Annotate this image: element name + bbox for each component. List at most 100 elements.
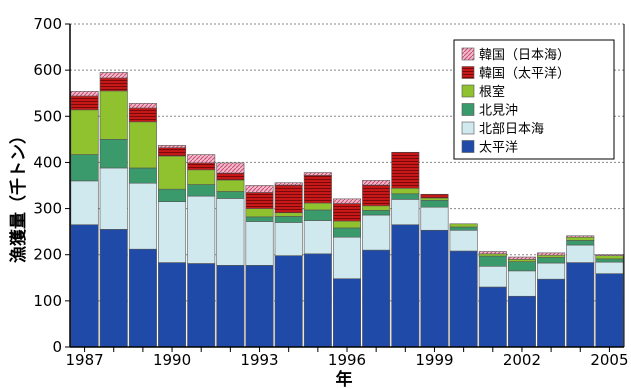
bar-2002-s0 bbox=[507, 295, 536, 348]
bar-1998-s0 bbox=[391, 224, 420, 348]
bar-1998-s1 bbox=[391, 199, 420, 226]
bar-2001-s2 bbox=[478, 255, 507, 267]
bar-1987-s1 bbox=[70, 180, 99, 226]
bar-1991-s5 bbox=[187, 154, 216, 164]
legend-entry-5: 太平洋 bbox=[479, 141, 518, 156]
bar-1989-s1 bbox=[128, 182, 157, 250]
bar-1989-s2 bbox=[128, 167, 157, 184]
bar-1998-s2 bbox=[391, 193, 420, 200]
bar-2000-s1 bbox=[449, 229, 478, 252]
y-tick-label-600: 600 bbox=[33, 61, 62, 79]
bar-1994-s4 bbox=[274, 184, 303, 214]
bar-1997-s4 bbox=[362, 184, 391, 207]
y-tick-label-700: 700 bbox=[33, 15, 62, 33]
bar-2003-s0 bbox=[537, 278, 566, 348]
bar-1996-s0 bbox=[332, 278, 362, 348]
bar-1988-s0 bbox=[99, 229, 128, 348]
bar-2000-s2 bbox=[449, 226, 478, 231]
bar-2004-s3 bbox=[566, 236, 595, 241]
bar-1999-s0 bbox=[420, 229, 449, 348]
bar-1988-s1 bbox=[99, 167, 128, 230]
bar-1987-s3 bbox=[70, 109, 99, 155]
y-tick-label-400: 400 bbox=[33, 153, 62, 171]
legend-swatch-0 bbox=[461, 47, 475, 61]
bar-2003-s2 bbox=[537, 257, 566, 264]
bar-1990-s2 bbox=[158, 188, 187, 202]
bar-1992-s3 bbox=[216, 179, 245, 192]
bar-1988-s2 bbox=[99, 139, 128, 169]
bar-1997-s3 bbox=[362, 205, 391, 211]
bar-1987-s4 bbox=[70, 95, 99, 111]
bar-1993-s4 bbox=[245, 192, 274, 209]
legend-swatch-2 bbox=[461, 84, 475, 98]
bar-1997-s2 bbox=[362, 210, 391, 216]
bar-2004-s1 bbox=[566, 244, 595, 263]
bar-1987-s5 bbox=[70, 91, 99, 97]
bar-1995-s3 bbox=[303, 202, 332, 211]
bar-1994-s3 bbox=[274, 212, 303, 217]
legend-entry-3: 北見沖 bbox=[479, 104, 518, 119]
bar-1994-s0 bbox=[274, 255, 303, 348]
bar-1987-s0 bbox=[70, 224, 99, 348]
bar-1989-s5 bbox=[128, 103, 157, 109]
bar-1990-s3 bbox=[158, 155, 187, 190]
bar-1999-s1 bbox=[420, 206, 449, 231]
bar-1994-s5 bbox=[274, 182, 303, 186]
bar-1988-s5 bbox=[99, 72, 128, 79]
bar-1989-s0 bbox=[128, 248, 157, 348]
bar-1995-s2 bbox=[303, 209, 332, 221]
bar-1992-s2 bbox=[216, 191, 245, 199]
legend-entry-4: 北部日本海 bbox=[479, 122, 544, 137]
bar-1989-s3 bbox=[128, 121, 157, 169]
bar-1991-s4 bbox=[187, 162, 216, 171]
bar-1988-s4 bbox=[99, 77, 128, 92]
bar-1999-s3 bbox=[420, 197, 449, 201]
x-axis-label: 年 bbox=[336, 369, 353, 389]
x-tick-label-1990: 1990 bbox=[153, 351, 191, 369]
bar-2005-s1 bbox=[595, 261, 624, 274]
bar-1994-s1 bbox=[274, 222, 303, 256]
y-tick-label-300: 300 bbox=[33, 200, 62, 218]
bar-2001-s3 bbox=[478, 253, 507, 257]
bar-1993-s0 bbox=[245, 265, 274, 348]
bar-1990-s5 bbox=[158, 145, 187, 148]
bar-2001-s0 bbox=[478, 286, 507, 348]
bar-1990-s4 bbox=[158, 147, 187, 157]
bar-2001-s5 bbox=[478, 251, 507, 255]
x-tick-label-1987: 1987 bbox=[65, 351, 103, 369]
bar-1993-s1 bbox=[245, 221, 274, 266]
y-tick-label-100: 100 bbox=[33, 292, 62, 310]
legend-swatch-5 bbox=[461, 140, 475, 153]
bar-2002-s5 bbox=[507, 256, 536, 260]
bar-1992-s5 bbox=[216, 162, 245, 174]
y-tick-labels: 0 100 200 300 400 500 600 700 bbox=[33, 15, 70, 356]
bar-2003-s5 bbox=[537, 252, 566, 256]
y-tick-label-0: 0 bbox=[52, 338, 62, 356]
bar-1993-s3 bbox=[245, 208, 274, 218]
bar-2000-s3 bbox=[449, 223, 478, 228]
legend-box bbox=[453, 39, 615, 160]
bar-1999-s2 bbox=[420, 199, 449, 208]
x-tick-label-1999: 1999 bbox=[415, 351, 453, 369]
bar-2005-s3 bbox=[595, 255, 624, 260]
bar-1988-s3 bbox=[99, 90, 128, 140]
legend-entry-1: 韓国（太平洋） bbox=[479, 67, 570, 82]
x-tick-label-1996: 1996 bbox=[328, 351, 366, 369]
bar-1996-s4 bbox=[332, 203, 362, 222]
legend-swatch-3 bbox=[461, 103, 475, 116]
bar-1995-s1 bbox=[303, 220, 332, 255]
bar-2005-s0 bbox=[595, 273, 624, 348]
bar-1989-s4 bbox=[128, 107, 157, 123]
y-tick-label-500: 500 bbox=[33, 107, 62, 125]
bar-2005-s2 bbox=[595, 258, 624, 263]
bar-1987-s2 bbox=[70, 154, 99, 182]
bar-1996-s1 bbox=[332, 236, 362, 280]
bar-2001-s1 bbox=[478, 265, 507, 288]
y-tick-label-200: 200 bbox=[33, 246, 62, 264]
bar-1998-s3 bbox=[391, 187, 420, 195]
bar-2004-s2 bbox=[566, 240, 595, 246]
x-tick-label-2005: 2005 bbox=[590, 351, 628, 369]
legend-entry-2: 根室 bbox=[479, 84, 505, 100]
bar-1997-s5 bbox=[362, 180, 391, 186]
